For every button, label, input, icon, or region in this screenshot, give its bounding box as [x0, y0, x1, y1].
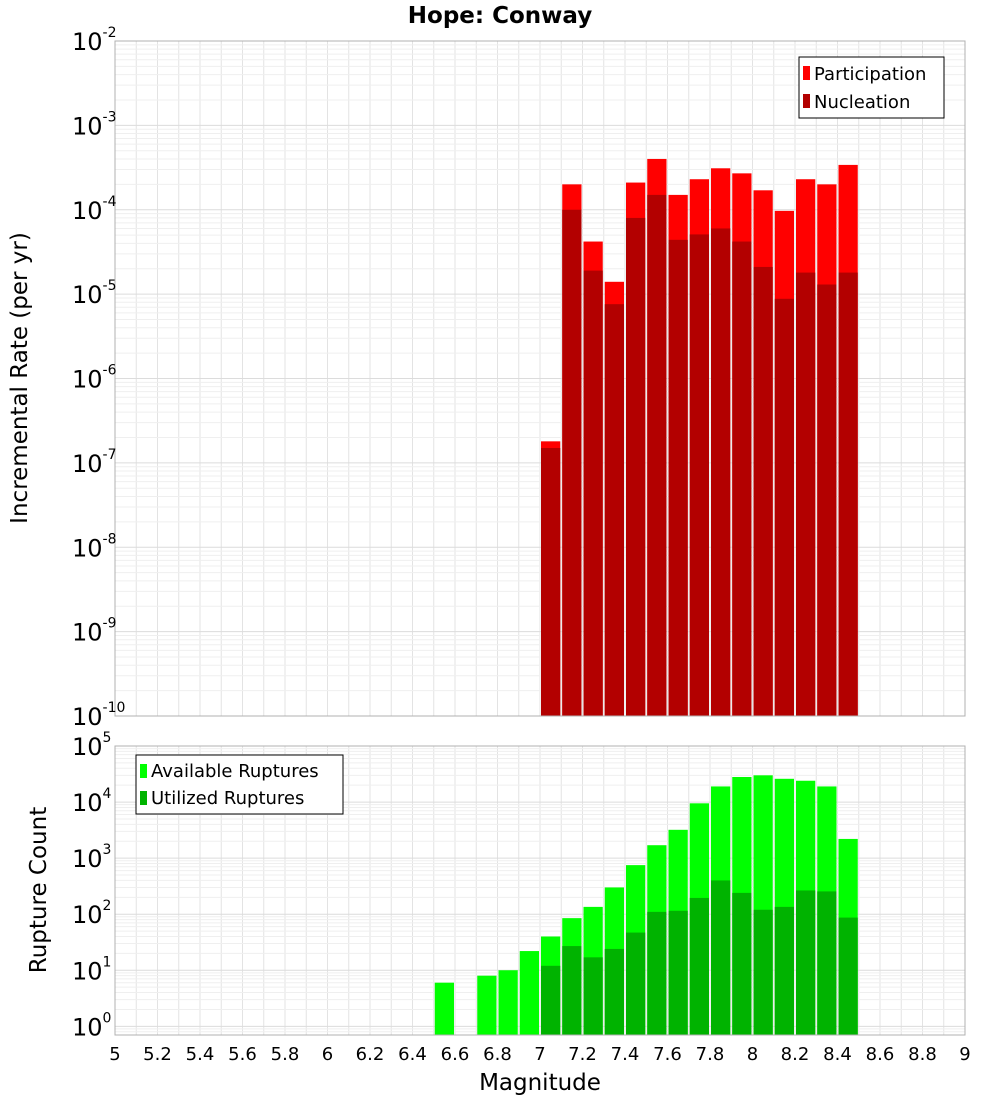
top-bars: [541, 158, 858, 717]
top-y-tick-label: 10-7: [72, 447, 117, 478]
x-tick-label: 8.2: [781, 1044, 810, 1065]
bar-nucleation: [647, 194, 667, 716]
top-legend: Participation Nucleation: [798, 56, 945, 119]
x-tick-label: 8.8: [908, 1044, 937, 1065]
top-y-tick-label: 10-5: [72, 278, 117, 309]
top-y-tick-label: 10-3: [72, 109, 117, 140]
x-tick-label: 6.4: [398, 1044, 427, 1065]
bar-utilized-ruptures: [796, 890, 816, 1035]
bar-available-ruptures: [477, 975, 497, 1035]
bottom-legend-box: [135, 754, 344, 815]
bar-utilized-ruptures: [647, 911, 667, 1035]
bar-nucleation: [796, 272, 816, 716]
x-tick-label: 6.6: [441, 1044, 470, 1065]
bottom-y-tick-label: 103: [72, 842, 111, 873]
top-y-tick-labels: 10-10 10-9 10-8 10-7 10-6 10-5 10-4 10-3 10-2: [72, 25, 125, 731]
bar-nucleation: [626, 217, 646, 716]
bar-utilized-ruptures: [838, 917, 858, 1035]
bar-utilized-ruptures: [732, 892, 752, 1035]
bar-utilized-ruptures: [626, 932, 646, 1035]
bar-nucleation: [774, 298, 794, 716]
bar-nucleation: [562, 209, 582, 716]
top-y-tick-label: 10-10: [72, 700, 125, 731]
bar-nucleation: [583, 270, 603, 716]
x-tick-label: 7: [534, 1044, 545, 1065]
legend-label-utilized-ruptures: Utilized Ruptures: [151, 788, 304, 809]
bar-nucleation: [817, 284, 837, 716]
bar-utilized-ruptures: [774, 906, 794, 1035]
bar-nucleation: [732, 241, 752, 717]
x-tick-label: 8.6: [866, 1044, 895, 1065]
x-tick-label: 5.8: [271, 1044, 300, 1065]
bar-utilized-ruptures: [562, 946, 582, 1035]
legend-swatch-available-ruptures: [140, 764, 147, 778]
legend-label-available-ruptures: Available Ruptures: [151, 761, 319, 782]
bar-nucleation: [711, 228, 731, 716]
bottom-legend: Available Ruptures Utilized Ruptures: [135, 754, 344, 815]
bottom-grid: [115, 746, 965, 1035]
bar-nucleation: [753, 266, 773, 716]
top-y-tick-label: 10-4: [72, 194, 117, 225]
bottom-y-tick-label: 101: [72, 954, 111, 985]
top-y-tick-label: 10-6: [72, 363, 117, 394]
bottom-y-axis-label: Rupture Count: [26, 807, 52, 973]
bottom-plot-frame: [114, 745, 966, 1036]
x-tick-label: 6: [322, 1044, 333, 1065]
bar-nucleation: [689, 234, 709, 716]
bottom-y-tick-label: 100: [72, 1010, 111, 1041]
bar-utilized-ruptures: [668, 910, 688, 1035]
x-tick-label: 5.6: [228, 1044, 257, 1065]
legend-swatch-nucleation: [803, 94, 810, 108]
top-y-tick-label: 10-9: [72, 616, 117, 647]
bar-nucleation: [604, 304, 624, 716]
bar-utilized-ruptures: [541, 965, 561, 1035]
bottom-y-tick-labels: 100 101 102 103 104 105: [72, 730, 112, 1041]
x-tick-label: 6.2: [356, 1044, 385, 1065]
chart-title: Hope: Conway: [408, 3, 592, 29]
bottom-bars: [434, 775, 858, 1035]
bar-nucleation: [668, 239, 688, 716]
top-legend-box: [798, 56, 945, 119]
bar-available-ruptures: [519, 951, 539, 1035]
x-tick-label: 8.4: [823, 1044, 852, 1065]
bar-utilized-ruptures: [583, 957, 603, 1035]
legend-label-nucleation: Nucleation: [814, 92, 910, 113]
legend-swatch-utilized-ruptures: [140, 791, 147, 805]
bar-available-ruptures: [434, 982, 454, 1035]
bottom-y-tick-label: 104: [72, 786, 112, 817]
bar-utilized-ruptures: [689, 897, 709, 1035]
x-tick-label: 5.4: [186, 1044, 215, 1065]
x-tick-label: 7.2: [568, 1044, 597, 1065]
bar-nucleation: [838, 272, 858, 716]
bar-utilized-ruptures: [604, 948, 624, 1035]
x-tick-label: 8: [747, 1044, 758, 1065]
legend-label-participation: Participation: [814, 64, 926, 85]
bar-nucleation: [541, 448, 561, 716]
bottom-y-tick-label: 102: [72, 898, 111, 929]
bar-utilized-ruptures: [817, 891, 837, 1035]
x-axis-label: Magnitude: [479, 1070, 601, 1096]
bar-utilized-ruptures: [753, 909, 773, 1035]
x-tick-label: 5: [109, 1044, 120, 1065]
x-tick-label: 5.2: [143, 1044, 172, 1065]
x-tick-labels: 5 5.2 5.4 5.6 5.8 6 6.2 6.4 6.6 6.8 7 7.2 7.4 7.6 7.8 8…: [109, 1044, 970, 1065]
x-tick-label: 6.8: [483, 1044, 512, 1065]
x-tick-label: 7.8: [696, 1044, 725, 1065]
top-plot-frame: [114, 40, 966, 717]
top-y-axis-label: Incremental Rate (per yr): [7, 232, 33, 524]
bar-available-ruptures: [498, 970, 518, 1035]
top-y-tick-label: 10-2: [72, 25, 117, 56]
x-tick-label: 9: [959, 1044, 970, 1065]
top-grid: [115, 41, 965, 716]
top-y-tick-label: 10-8: [72, 531, 117, 562]
x-tick-label: 7.6: [653, 1044, 682, 1065]
legend-swatch-participation: [803, 66, 810, 80]
x-tick-label: 7.4: [611, 1044, 640, 1065]
bottom-y-tick-label: 105: [72, 730, 111, 761]
bar-utilized-ruptures: [711, 880, 731, 1035]
